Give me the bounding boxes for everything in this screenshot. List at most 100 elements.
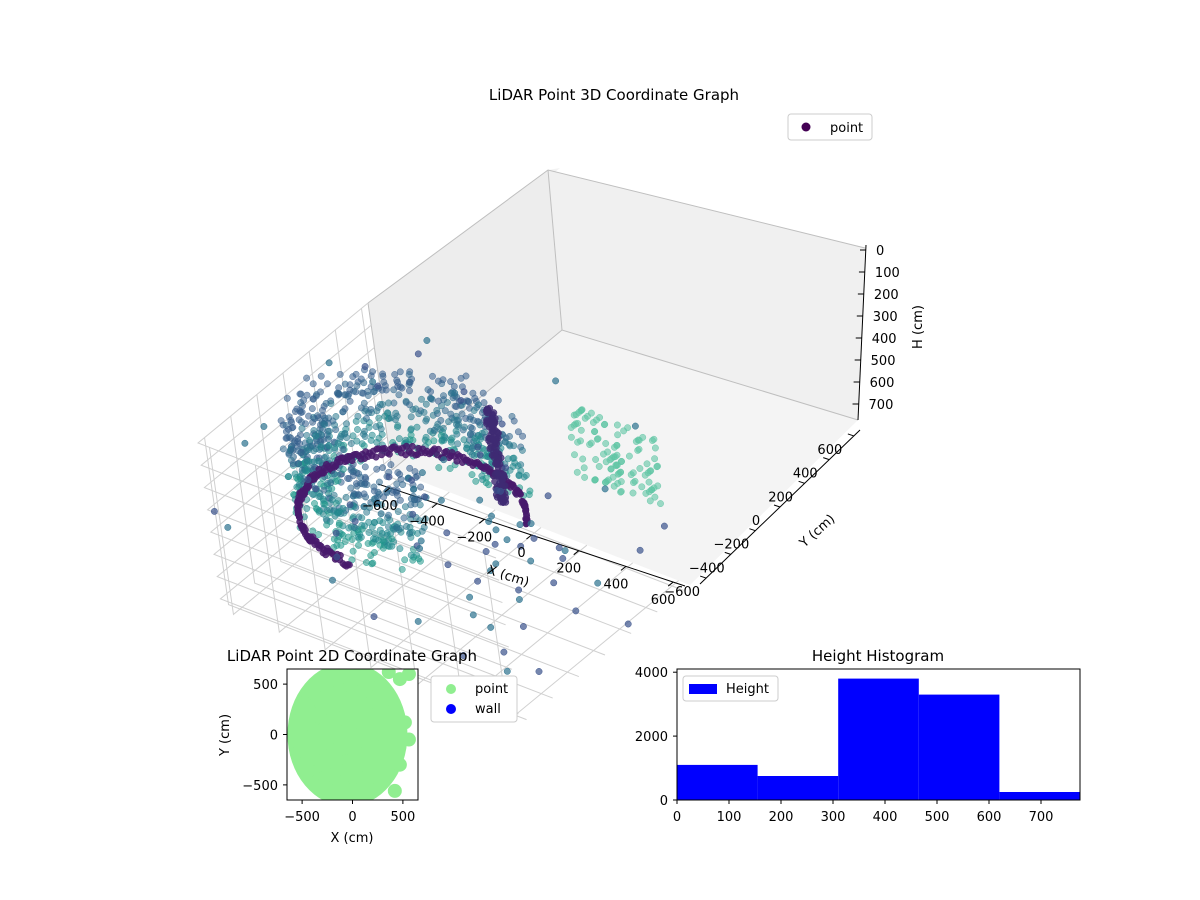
y-axis-label-3d: Y (cm) [796, 512, 838, 552]
point-cloud-marker [575, 408, 583, 416]
point-cloud-outlier [351, 517, 359, 525]
point-cloud-marker [361, 522, 368, 530]
point-cloud-marker [422, 433, 430, 441]
point-cloud-marker [337, 541, 345, 549]
point-2d-marker [376, 720, 389, 733]
x-tick-mark-3d [573, 550, 580, 556]
point-cloud-marker [308, 405, 316, 413]
point-cloud-outlier [497, 487, 504, 495]
point-cloud-marker [294, 437, 302, 445]
point-cloud-marker [396, 470, 404, 478]
point-cloud-marker [354, 533, 362, 541]
point-cloud-marker [617, 488, 625, 495]
histogram-bar [677, 764, 758, 800]
point-cloud-outlier [474, 577, 482, 585]
y-tick-label-2d: 500 [253, 678, 278, 693]
point-2d-marker [319, 770, 332, 782]
point-cloud-outlier [552, 377, 560, 385]
legend-label-height: Height [726, 682, 769, 697]
point-2d-marker [397, 715, 412, 730]
legend-swatch-height [689, 684, 717, 694]
point-cloud-marker [350, 524, 358, 531]
point-cloud-outlier [369, 378, 377, 386]
point-cloud-marker [639, 433, 647, 441]
point-cloud-marker [447, 378, 455, 386]
point-cloud-marker [429, 372, 436, 380]
point-cloud-outlier [459, 652, 467, 659]
point-cloud-marker [394, 423, 401, 431]
point-cloud-marker [314, 457, 322, 465]
point-cloud-marker [591, 476, 599, 484]
point-cloud-marker [587, 409, 595, 417]
z-tick-label-3d: 200 [874, 288, 899, 303]
point-cloud-marker [433, 451, 441, 459]
point-cloud-marker [571, 451, 578, 459]
point-cloud-marker [581, 473, 589, 481]
point-cloud-marker [440, 392, 447, 400]
point-cloud-marker [515, 472, 523, 480]
point-cloud-marker [454, 440, 462, 448]
point-cloud-marker [501, 438, 509, 446]
point-cloud-marker [317, 388, 324, 396]
point-cloud-outlier [601, 485, 609, 493]
point-cloud-outlier [519, 623, 527, 630]
point-cloud-marker [358, 480, 366, 488]
y-tick-label-2d: 0 [270, 729, 278, 744]
y-tick-label-2d: −500 [242, 779, 278, 794]
point-cloud-marker [370, 388, 378, 396]
point-cloud-marker [344, 392, 352, 400]
point-2d-marker [290, 714, 303, 727]
x-tick-label-2d: 0 [348, 810, 356, 825]
point-cloud-marker [433, 406, 441, 414]
x-tick-mark-3d [620, 565, 627, 571]
point-cloud-marker [279, 445, 287, 453]
point-cloud-outlier [594, 579, 602, 587]
point-cloud-outlier [498, 420, 506, 428]
z-axis-label-3d: H (cm) [911, 305, 926, 349]
point-cloud-outlier [503, 667, 511, 675]
point-cloud-marker [471, 434, 479, 442]
point-2d-marker [319, 675, 332, 687]
point-cloud-marker [347, 484, 355, 492]
point-2d-marker [328, 709, 341, 721]
point-cloud-marker [401, 503, 409, 511]
scatter-2d-chart: LiDAR Point 2D Coordinate Graph −500 0 500… [218, 647, 518, 846]
point-cloud-outlier [466, 593, 474, 601]
point-cloud-marker [312, 432, 320, 440]
point-cloud-marker [359, 389, 367, 397]
point-cloud-marker [409, 406, 417, 413]
point-cloud-marker [613, 421, 621, 429]
point-cloud-marker [648, 486, 656, 494]
point-cloud-marker [354, 490, 362, 498]
point-cloud-outlier [555, 544, 563, 552]
point-cloud-marker [526, 487, 534, 495]
legend-3d: point [787, 113, 873, 141]
point-cloud-outlier [377, 510, 385, 518]
point-cloud-marker [567, 424, 575, 431]
point-cloud-outlier [418, 469, 426, 477]
point-cloud-marker [506, 442, 514, 450]
point-cloud-marker [325, 427, 333, 435]
point-cloud-marker [317, 372, 325, 380]
point-cloud-marker [467, 413, 475, 421]
point-2d-marker [401, 669, 416, 682]
legend-label-point-2d: point [475, 682, 508, 697]
x-tick-label-hist: 200 [769, 810, 794, 825]
point-cloud-marker [290, 453, 297, 461]
point-cloud-marker [393, 376, 401, 384]
x-tick-label-hist: 100 [717, 810, 742, 825]
point-cloud-marker [309, 395, 317, 403]
point-cloud-marker [375, 434, 383, 442]
point-cloud-marker [453, 416, 461, 424]
point-cloud-marker [379, 464, 387, 472]
point-cloud-marker [614, 479, 622, 487]
grid-line-y [256, 394, 580, 678]
point-2d-marker [301, 740, 314, 753]
point-cloud-outlier [440, 456, 448, 464]
point-cloud-outlier [241, 439, 249, 447]
point-cloud-marker [518, 446, 526, 454]
point-cloud-outlier [447, 389, 455, 397]
y-tick-label-3d: 0 [752, 514, 760, 529]
point-cloud-marker [335, 497, 342, 505]
point-cloud-marker [348, 536, 356, 543]
